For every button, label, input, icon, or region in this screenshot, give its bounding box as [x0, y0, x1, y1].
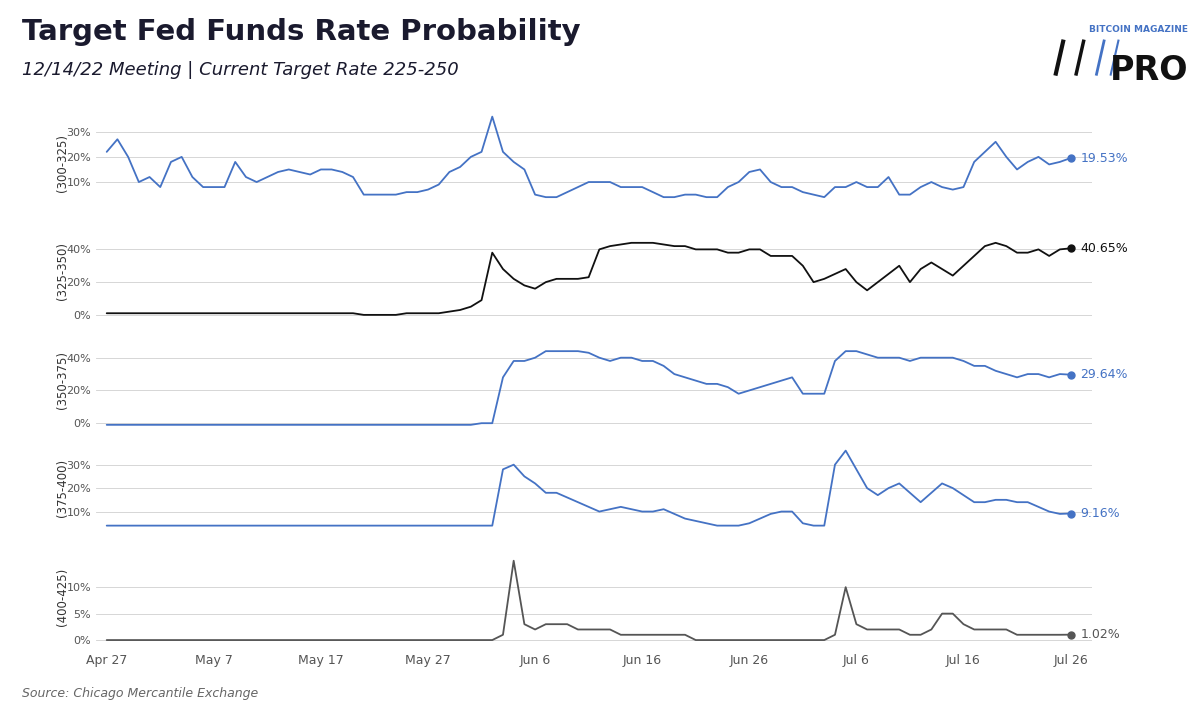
Text: 40.65%: 40.65% — [1080, 242, 1128, 255]
Text: BITCOIN MAGAZINE: BITCOIN MAGAZINE — [1090, 25, 1188, 34]
Text: 19.53%: 19.53% — [1080, 152, 1128, 165]
Text: PRO: PRO — [1110, 54, 1188, 87]
Text: 9.16%: 9.16% — [1080, 507, 1120, 520]
Text: Target Fed Funds Rate Probability: Target Fed Funds Rate Probability — [22, 18, 581, 46]
Y-axis label: (300-325): (300-325) — [55, 134, 68, 192]
Y-axis label: (325-350): (325-350) — [55, 243, 68, 300]
Text: Source: Chicago Mercantile Exchange: Source: Chicago Mercantile Exchange — [22, 687, 258, 700]
Text: 29.64%: 29.64% — [1080, 368, 1128, 381]
Y-axis label: (400-425): (400-425) — [56, 567, 68, 626]
Y-axis label: (375-400): (375-400) — [55, 459, 68, 517]
Y-axis label: (350-375): (350-375) — [55, 351, 68, 409]
Text: 1.02%: 1.02% — [1080, 628, 1120, 642]
Text: 12/14/22 Meeting | Current Target Rate 225-250: 12/14/22 Meeting | Current Target Rate 2… — [22, 61, 458, 79]
